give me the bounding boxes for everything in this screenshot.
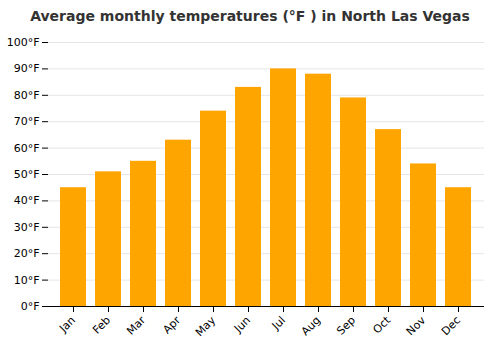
html-text:Average monthly temperatures (: Average monthly temperatures (°F ) in No… — [30, 8, 470, 24]
svg-text:Feb: Feb — [90, 314, 113, 337]
svg-text:20°F: 20°F — [14, 247, 40, 260]
svg-text:0°F: 0°F — [21, 300, 40, 313]
svg-text:Jun: Jun — [231, 314, 253, 336]
svg-text:70°F: 70°F — [14, 115, 40, 128]
svg-text:May: May — [193, 313, 219, 339]
svg-text:Mar: Mar — [124, 313, 148, 337]
svg-text:100°F: 100°F — [7, 36, 40, 49]
svg-text:30°F: 30°F — [14, 221, 40, 234]
svg-text:10°F: 10°F — [14, 274, 40, 287]
svg-text:90°F: 90°F — [14, 62, 40, 75]
svg-text:Oct: Oct — [370, 313, 393, 336]
svg-text:Apr: Apr — [160, 313, 183, 336]
svg-text:50°F: 50°F — [14, 168, 40, 181]
svg-text:Aug: Aug — [299, 314, 323, 338]
svg-text:Sep: Sep — [334, 314, 358, 338]
svg-text:Dec: Dec — [439, 314, 463, 338]
svg-text:60°F: 60°F — [14, 142, 40, 155]
svg-text:Jul: Jul — [269, 314, 288, 333]
svg-text:40°F: 40°F — [14, 194, 40, 207]
svg-text:Jan: Jan — [56, 314, 78, 336]
svg-text:80°F: 80°F — [14, 89, 40, 102]
svg-text:Nov: Nov — [404, 313, 429, 338]
